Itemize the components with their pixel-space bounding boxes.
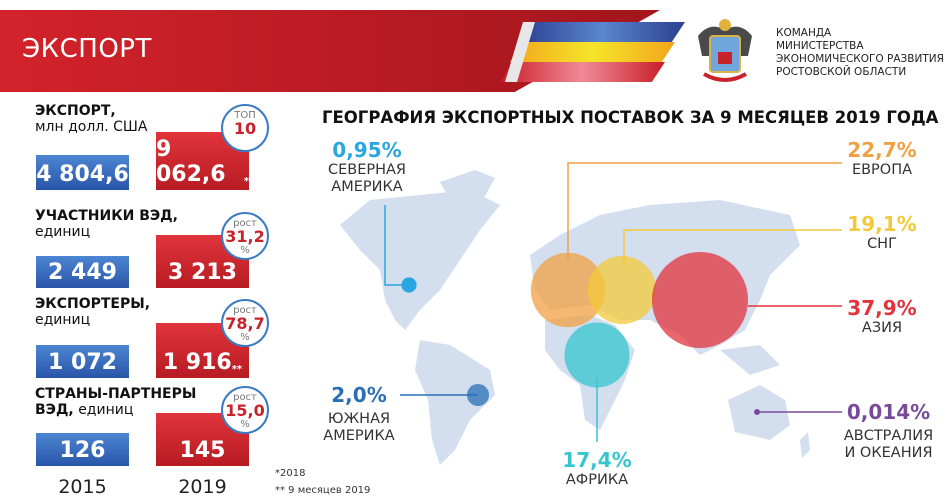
region-name: АМЕРИКА	[323, 428, 395, 444]
region-south-america: 2,0% ЮЖНАЯ АМЕРИКА	[318, 383, 400, 445]
org-line: РОСТОВСКОЙ ОБЛАСТИ	[776, 66, 907, 78]
badge-unit: %	[240, 419, 250, 430]
stat-title: ЭКСПОРТЕРЫ,	[35, 296, 151, 312]
stat-heading-exporters: ЭКСПОРТЕРЫ, единиц	[35, 296, 150, 328]
org-line: ЭКОНОМИЧЕСКОГО РАЗВИТИЯ	[776, 53, 944, 65]
south-america-shape	[415, 340, 495, 465]
cis-leader	[623, 229, 842, 266]
bubble-north-america	[401, 277, 417, 293]
footnote: *2018	[275, 468, 306, 479]
region-name: АЗИЯ	[861, 320, 903, 336]
region-percent: 19,1%	[847, 212, 917, 236]
region-percent: 17,4%	[562, 448, 632, 472]
footnote-mark: *	[243, 176, 249, 187]
growth-badge: рост 78,7%	[221, 299, 269, 347]
greenland-shape	[440, 170, 495, 210]
participants-2015-value: 2 449	[36, 256, 129, 288]
badge-value: 15,0	[225, 401, 265, 420]
top-badge: ТОП 10	[221, 104, 269, 152]
region-asia: 37,9% АЗИЯ	[842, 296, 922, 337]
region-percent: 2,0%	[331, 383, 387, 407]
badge-unit: %	[240, 332, 250, 343]
export-2015-value: 4 804,6	[36, 155, 129, 190]
badge-label: рост	[233, 218, 257, 229]
flag-stripe-red	[500, 62, 665, 82]
badge-label: рост	[233, 305, 257, 316]
bubble-europe	[530, 252, 606, 328]
region-australia-oceania: 0,014% АВСТРАЛИЯ И ОКЕАНИЯ	[836, 400, 941, 462]
partners-2015-value: 126	[36, 433, 129, 466]
year-2019-label: 2019	[178, 476, 227, 498]
region-europe: 22,7% ЕВРОПА	[842, 138, 922, 179]
page-title: ЭКСПОРТ	[22, 34, 152, 64]
bubble-asia	[651, 251, 749, 349]
region-name: ЮЖНАЯ	[327, 411, 391, 427]
badge-value: 31,2	[225, 227, 265, 246]
growth-badge: рост 15,0%	[221, 386, 269, 434]
badge-value: 10	[233, 119, 257, 138]
map-title: ГЕОГРАФИЯ ЭКСПОРТНЫХ ПОСТАВОК ЗА 9 МЕСЯЦ…	[322, 108, 939, 127]
stat-unit: единиц	[35, 312, 91, 328]
region-name: АФРИКА	[565, 472, 629, 488]
bubble-south-america	[466, 383, 490, 407]
region-percent: 0,014%	[846, 400, 931, 424]
bubble-africa	[564, 322, 630, 388]
europe-leader	[567, 162, 842, 260]
flag-stripe-yellow	[510, 42, 675, 62]
region-name: СНГ	[867, 236, 897, 252]
stat-unit: единиц	[78, 402, 134, 418]
badge-unit: %	[240, 245, 250, 256]
flag-stripes	[500, 22, 685, 82]
stat-unit: единиц	[35, 224, 91, 240]
region-percent: 37,9%	[847, 296, 917, 320]
stat-unit: млн долл. США	[35, 119, 148, 135]
region-name: АМЕРИКА	[331, 179, 403, 195]
bubble-cis	[587, 255, 657, 325]
organization-name: КОМАНДА МИНИСТЕРСТВА ЭКОНОМИЧЕСКОГО РАЗВ…	[776, 27, 944, 79]
stat-heading-partner-countries: СТРАНЫ-ПАРТНЕРЫ ВЭД, единиц	[35, 386, 196, 418]
badge-label: ТОП	[234, 110, 256, 121]
new-zealand-shape	[800, 432, 810, 458]
stat-title: СТРАНЫ-ПАРТНЕРЫ	[35, 386, 197, 402]
stat-value: 1 916	[162, 350, 232, 375]
leader-lines	[384, 162, 842, 442]
bubble-australia-oceania	[754, 409, 760, 415]
north-america-shape	[340, 190, 500, 330]
share-bubbles	[401, 251, 760, 415]
region-name: СЕВЕРНАЯ	[327, 162, 407, 178]
footnote-mark: **	[231, 364, 243, 375]
region-percent: 22,7%	[847, 138, 917, 162]
stat-title: ВЭД,	[35, 402, 74, 418]
stat-title: УЧАСТНИКИ ВЭД,	[35, 208, 178, 224]
north-america-leader	[384, 205, 409, 286]
region-percent: 0,95%	[332, 138, 402, 162]
org-line: КОМАНДА	[776, 27, 832, 39]
year-2015-label: 2015	[58, 476, 107, 498]
stat-title: ЭКСПОРТ,	[35, 103, 116, 119]
footnote: ** 9 месяцев 2019	[275, 485, 371, 496]
stat-value: 3 213	[168, 260, 237, 285]
stat-heading-participants: УЧАСТНИКИ ВЭД, единиц	[35, 208, 178, 240]
badge-value: 78,7	[225, 314, 265, 333]
coat-of-arms-logo	[698, 19, 752, 82]
region-name: И ОКЕАНИЯ	[844, 445, 933, 461]
exporters-2015-value: 1 072	[36, 345, 129, 378]
badge-label: рост	[233, 392, 257, 403]
stat-value: 9 062,6	[156, 137, 226, 187]
region-name: АВСТРАЛИЯ	[843, 428, 934, 444]
region-africa: 17,4% АФРИКА	[557, 448, 637, 489]
flag-stripe-blue	[520, 22, 685, 42]
region-north-america: 0,95% СЕВЕРНАЯ АМЕРИКА	[322, 138, 412, 196]
growth-badge: рост 31,2%	[221, 212, 269, 260]
stat-value: 145	[179, 438, 226, 463]
southeast-asia-shape	[720, 345, 780, 375]
stat-heading-export: ЭКСПОРТ, млн долл. США	[35, 103, 147, 135]
region-name: ЕВРОПА	[851, 162, 913, 178]
region-cis: 19,1% СНГ	[842, 212, 922, 253]
org-line: МИНИСТЕРСТВА	[776, 40, 864, 52]
